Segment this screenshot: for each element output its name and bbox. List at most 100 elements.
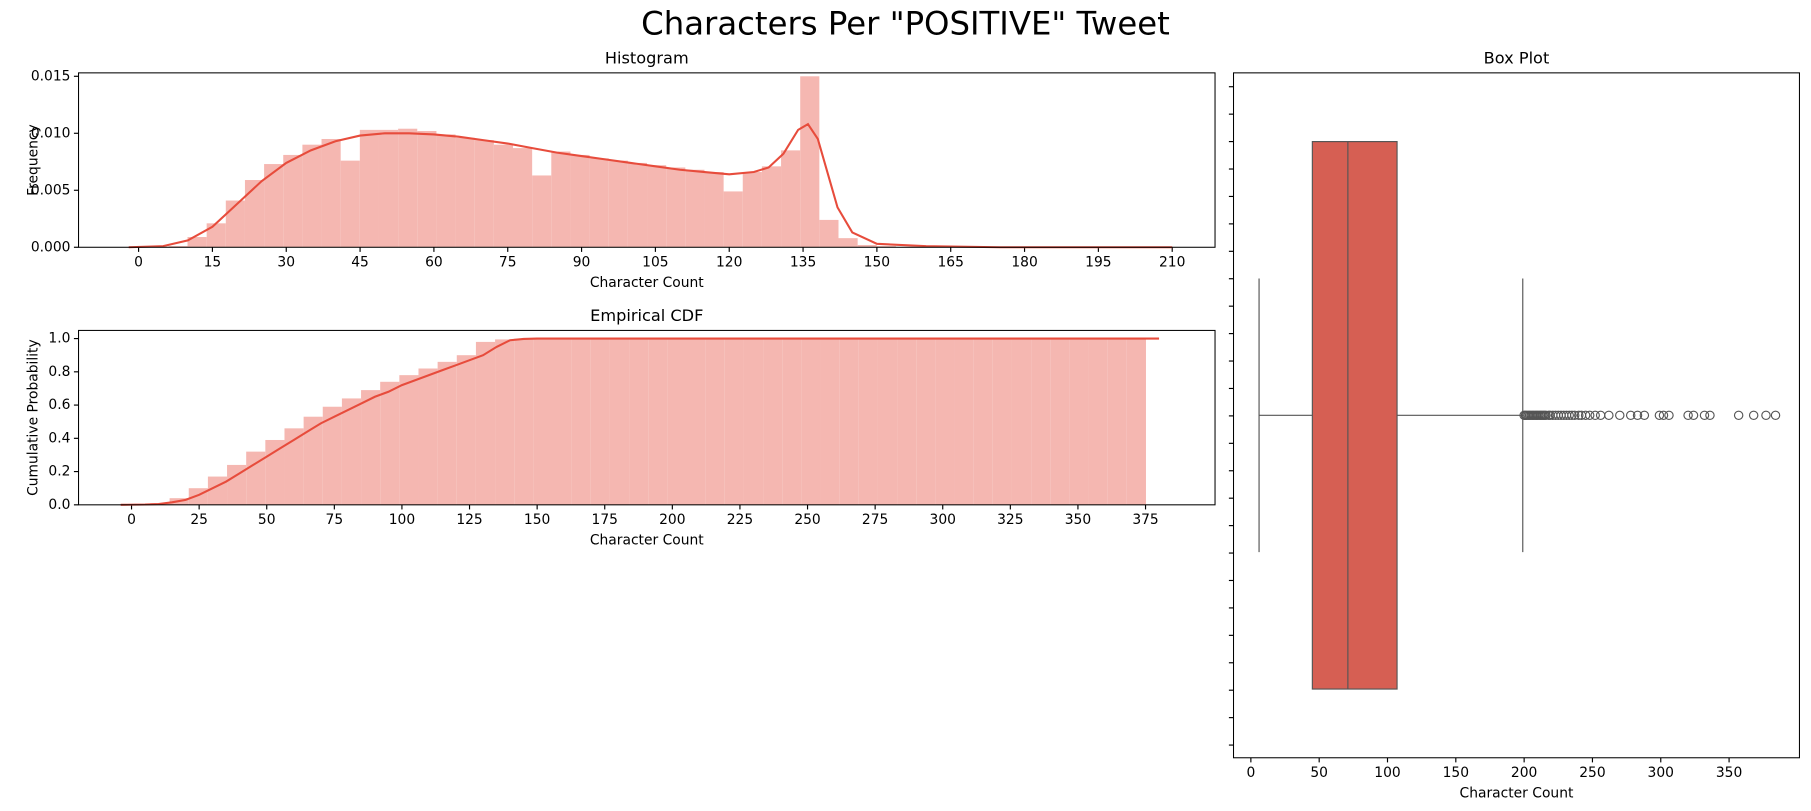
x-tick-label: 350: [1716, 765, 1742, 781]
bar: [399, 375, 419, 505]
x-tick-label: 50: [258, 512, 276, 528]
bar: [246, 451, 266, 505]
outlier: [1683, 410, 1693, 421]
outlier: [1770, 410, 1781, 421]
bar: [570, 154, 590, 248]
bar: [341, 398, 362, 505]
bar: [608, 160, 628, 248]
bar: [819, 219, 839, 248]
bar: [264, 164, 284, 248]
bar: [609, 338, 630, 505]
bar: [667, 338, 687, 505]
bar: [800, 76, 820, 248]
axes-frame: [78, 72, 1216, 248]
x-tick-label: 225: [727, 512, 753, 528]
y-tick-label: 0.010: [31, 125, 71, 141]
outlier: [1705, 410, 1715, 421]
y-tick-label: 0.0: [48, 497, 70, 513]
bar: [380, 381, 400, 505]
outlier: [1699, 410, 1710, 421]
bar: [1088, 338, 1108, 505]
bar: [801, 338, 821, 505]
bar: [897, 338, 917, 505]
bar: [493, 144, 514, 248]
bar: [321, 138, 341, 248]
y-axis-label: Cumulative Probability: [25, 339, 41, 496]
bar: [552, 338, 572, 505]
bar: [589, 158, 609, 248]
bar: [839, 338, 859, 505]
outlier: [1590, 410, 1600, 421]
bar: [495, 339, 515, 505]
x-tick-label: 15: [204, 254, 222, 270]
x-tick-label: 45: [351, 254, 369, 270]
x-tick-label: 200: [659, 512, 685, 528]
x-tick-label: 200: [1511, 765, 1537, 781]
x-axis-label: Character Count: [590, 275, 704, 291]
bar: [647, 165, 667, 248]
bar: [359, 129, 379, 248]
x-tick-label: 75: [499, 254, 517, 270]
bar: [1069, 338, 1089, 505]
bar: [225, 200, 245, 248]
x-tick-label: 350: [1065, 512, 1091, 528]
bar: [820, 338, 840, 505]
bar: [361, 390, 381, 505]
bar: [474, 140, 494, 248]
bar: [302, 144, 322, 248]
x-axis-label: Character Count: [590, 533, 704, 549]
axes-frame: [1232, 72, 1800, 759]
x-tick-label: 125: [456, 512, 482, 528]
bar: [935, 338, 955, 505]
bar: [629, 338, 649, 505]
x-tick-label: 75: [326, 512, 344, 528]
bar: [244, 180, 265, 248]
bar: [627, 162, 648, 248]
x-tick-label: 135: [790, 254, 816, 270]
outlier: [1733, 410, 1744, 421]
bar: [1107, 338, 1127, 505]
outlier: [1569, 410, 1580, 421]
axes-title: Empirical CDF: [590, 306, 703, 325]
figure-title: Characters Per "POSITIVE" Tweet: [641, 5, 1170, 43]
x-tick-label: 175: [592, 512, 618, 528]
bar: [992, 338, 1012, 505]
outlier: [1604, 410, 1614, 421]
bar: [1011, 338, 1032, 505]
axes-frame: [78, 329, 1216, 506]
x-tick-label: 90: [573, 254, 591, 270]
bar: [973, 338, 993, 505]
bar: [187, 237, 207, 248]
bar: [340, 160, 360, 248]
x-tick-label: 195: [1085, 254, 1111, 270]
bar: [417, 131, 437, 248]
x-tick-label: 250: [1579, 765, 1605, 781]
bar: [533, 338, 553, 505]
y-tick-label: 0.8: [48, 364, 70, 380]
axes-title: Histogram: [605, 49, 689, 68]
outlier: [1632, 410, 1643, 421]
y-tick-label: 0.000: [31, 239, 71, 255]
bar: [456, 355, 476, 505]
bar: [303, 416, 323, 505]
box: [1311, 141, 1398, 690]
bar: [954, 338, 974, 505]
bar: [1050, 338, 1070, 505]
outlier: [1688, 410, 1699, 421]
bar: [724, 338, 744, 505]
x-tick-label: 165: [938, 254, 964, 270]
bar: [571, 338, 591, 505]
bar: [857, 244, 877, 248]
bar: [761, 166, 782, 248]
y-tick-label: 0.015: [31, 68, 71, 84]
bar: [838, 238, 858, 248]
outlier: [1615, 410, 1625, 421]
x-tick-label: 60: [425, 254, 443, 270]
x-tick-label: 210: [1159, 254, 1185, 270]
x-tick-label: 300: [930, 512, 956, 528]
x-tick-label: 0: [134, 254, 143, 270]
bar: [858, 338, 878, 505]
outlier: [1664, 410, 1674, 421]
y-tick-label: 0.005: [31, 182, 71, 198]
